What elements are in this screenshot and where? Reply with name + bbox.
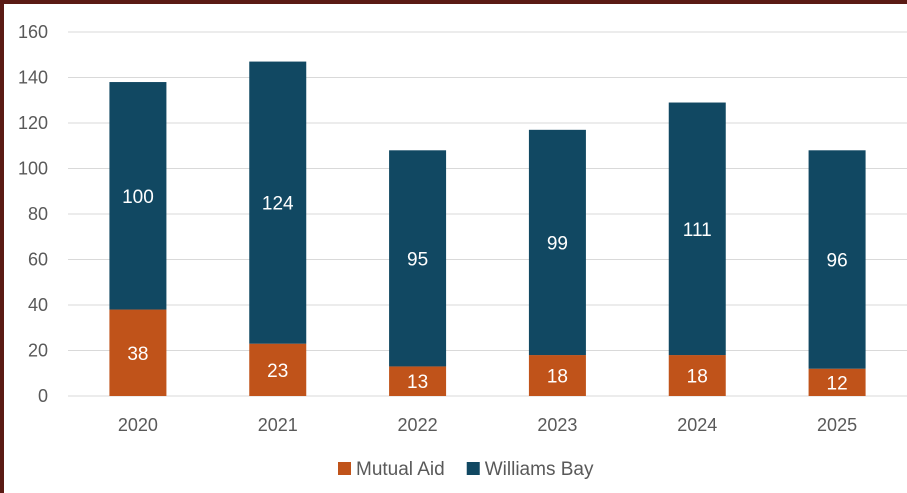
data-label-mutual-aid-2020: 38 [127, 344, 148, 365]
x-tick-label-2022: 2022 [398, 415, 438, 435]
bar-williams-bay-2020 [109, 82, 167, 310]
x-tick-label-2023: 2023 [537, 415, 577, 435]
data-label-williams-bay-2022: 95 [407, 249, 428, 270]
x-tick-label-2021: 2021 [258, 415, 298, 435]
y-tick-label-140: 140 [18, 68, 48, 88]
chart-frame: 0 20 40 60 80 100 120 140 160 38 100 2020 23 124 2021 1… [4, 4, 907, 493]
data-label-williams-bay-2023: 99 [547, 233, 568, 254]
bar-williams-bay-2023 [528, 129, 586, 356]
y-tick-label-60: 60 [28, 250, 48, 270]
data-label-mutual-aid-2021: 23 [267, 361, 288, 382]
data-label-williams-bay-2020: 100 [122, 187, 154, 208]
bar-mutual-aid-2024 [668, 355, 726, 396]
y-tick-label-100: 100 [18, 159, 48, 179]
x-tick-label-2020: 2020 [118, 415, 158, 435]
data-label-williams-bay-2024: 111 [683, 220, 712, 241]
bar-williams-bay-2024 [668, 102, 726, 356]
bar-williams-bay-2022 [389, 150, 447, 367]
y-tick-label-40: 40 [28, 295, 48, 315]
bar-williams-bay-2025 [808, 150, 866, 369]
x-tick-label-2025: 2025 [817, 415, 857, 435]
data-label-williams-bay-2021: 124 [262, 194, 294, 215]
y-tick-label-20: 20 [28, 341, 48, 361]
bar-mutual-aid-2022 [389, 366, 447, 396]
legend-swatch-williams-bay [466, 462, 480, 475]
bar-mutual-aid-2021 [249, 343, 307, 396]
bar-mutual-aid-2025 [808, 368, 866, 396]
y-tick-label-120: 120 [18, 113, 48, 133]
legend-label-mutual-aid: Mutual Aid [356, 459, 445, 480]
y-tick-label-80: 80 [28, 204, 48, 224]
data-label-mutual-aid-2023: 18 [547, 367, 568, 388]
x-tick-label-2024: 2024 [677, 415, 717, 435]
data-label-mutual-aid-2025: 12 [827, 373, 848, 394]
data-label-mutual-aid-2024: 18 [687, 367, 708, 388]
y-tick-label-160: 160 [18, 22, 48, 42]
y-tick-label-0: 0 [38, 386, 48, 406]
legend-swatch-mutual-aid [338, 462, 351, 475]
bar-williams-bay-2021 [249, 61, 307, 344]
bar-mutual-aid-2020 [109, 309, 167, 396]
legend-label-williams-bay: Williams Bay [485, 459, 594, 480]
bar-mutual-aid-2023 [528, 355, 586, 396]
data-label-williams-bay-2025: 96 [827, 251, 848, 272]
stacked-bar-chart: 0 20 40 60 80 100 120 140 160 38 100 2020 23 124 2021 1… [18, 22, 907, 480]
data-label-mutual-aid-2022: 13 [407, 372, 428, 393]
